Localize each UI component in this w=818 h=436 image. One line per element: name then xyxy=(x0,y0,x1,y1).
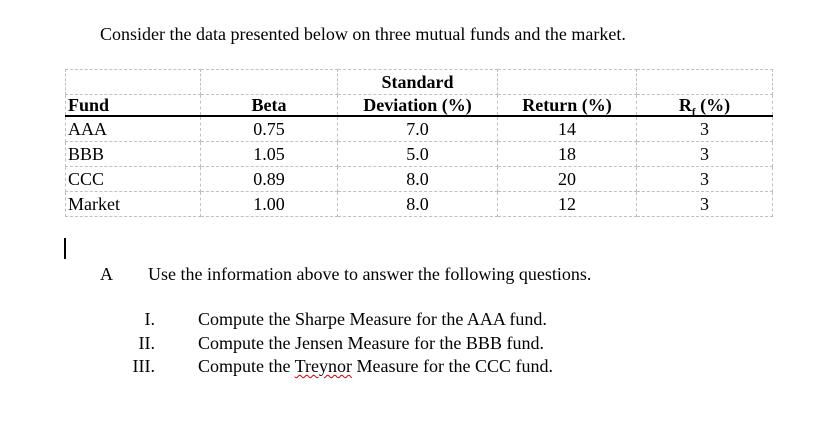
table-cell: 3 xyxy=(636,190,773,217)
table-cell: 3 xyxy=(636,115,773,142)
table-cell: 12 xyxy=(497,190,637,217)
list-item-3: III. Compute the Treynor Measure for the… xyxy=(100,355,553,379)
question-prompt: Use the information above to answer the … xyxy=(148,264,592,284)
table-row-bbb: BBB 1.05 5.0 18 3 xyxy=(65,140,773,167)
funds-table: Standard Fund Beta Deviation (%) Return … xyxy=(65,69,773,217)
text-caret xyxy=(64,238,66,259)
table-cell: 18 xyxy=(497,140,637,167)
column-header-fund: Fund xyxy=(65,94,201,117)
list-item-text: Compute the Sharpe Measure for the AAA f… xyxy=(198,308,547,332)
intro-text: Consider the data presented below on thr… xyxy=(100,24,626,44)
table-cell: 14 xyxy=(497,115,637,142)
column-header-deviation: Deviation (%) xyxy=(337,94,498,117)
table-cell: 3 xyxy=(636,165,773,192)
list-item-text: Compute the Treynor Measure for the CCC … xyxy=(198,355,553,379)
table-cell xyxy=(200,69,338,95)
question-a: A Use the information above to answer th… xyxy=(100,263,591,285)
table-row-aaa: AAA 0.75 7.0 14 3 xyxy=(65,115,773,142)
table-cell: 1.05 xyxy=(200,140,338,167)
table-preheader-row: Standard xyxy=(65,69,773,95)
table-cell: 1.00 xyxy=(200,190,338,217)
question-label: A xyxy=(100,264,113,284)
table-row-ccc: CCC 0.89 8.0 20 3 xyxy=(65,165,773,192)
table-cell: 5.0 xyxy=(337,140,498,167)
table-cell: BBB xyxy=(65,140,201,167)
table-cell xyxy=(636,69,773,95)
table-cell: Market xyxy=(65,190,201,217)
table-cell xyxy=(497,69,637,95)
rf-subscript: f xyxy=(691,106,696,116)
table-row-market: Market 1.00 8.0 12 3 xyxy=(65,190,773,217)
list-item-text: Compute the Jensen Measure for the BBB f… xyxy=(198,332,544,356)
item-text-pre: Compute the xyxy=(198,356,295,376)
column-header-rf: Rf (%) xyxy=(636,94,773,117)
table-cell: CCC xyxy=(65,165,201,192)
column-header-standard: Standard xyxy=(337,69,498,95)
item-text-post: Measure for the CCC fund. xyxy=(352,356,553,376)
question-list: I. Compute the Sharpe Measure for the AA… xyxy=(100,308,553,379)
item-text-pre: Compute the Sharpe Measure for the AAA f… xyxy=(198,309,547,329)
rf-symbol: R xyxy=(678,95,692,115)
list-numeral: I. xyxy=(144,309,156,329)
table-header-row: Fund Beta Deviation (%) Return (%) Rf (%… xyxy=(65,94,773,117)
table-cell: AAA xyxy=(65,115,201,142)
rf-suffix: (%) xyxy=(695,95,731,115)
table-cell xyxy=(65,69,201,95)
list-numeral: II. xyxy=(138,332,156,353)
list-item-2: II. Compute the Jensen Measure for the B… xyxy=(100,332,553,356)
table-cell: 8.0 xyxy=(337,190,498,217)
table-cell: 0.75 xyxy=(200,115,338,142)
table-cell: 20 xyxy=(497,165,637,192)
table-cell: 7.0 xyxy=(337,115,498,142)
misspelled-word: Treynor xyxy=(294,356,353,376)
list-item-1: I. Compute the Sharpe Measure for the AA… xyxy=(100,308,553,332)
table-cell: 8.0 xyxy=(337,165,498,192)
table-cell: 3 xyxy=(636,140,773,167)
table-cell: 0.89 xyxy=(200,165,338,192)
column-header-beta: Beta xyxy=(200,94,338,117)
column-header-return: Return (%) xyxy=(497,94,637,117)
list-numeral: III. xyxy=(132,356,155,376)
item-text-pre: Compute the Jensen Measure for the BBB f… xyxy=(198,332,544,353)
